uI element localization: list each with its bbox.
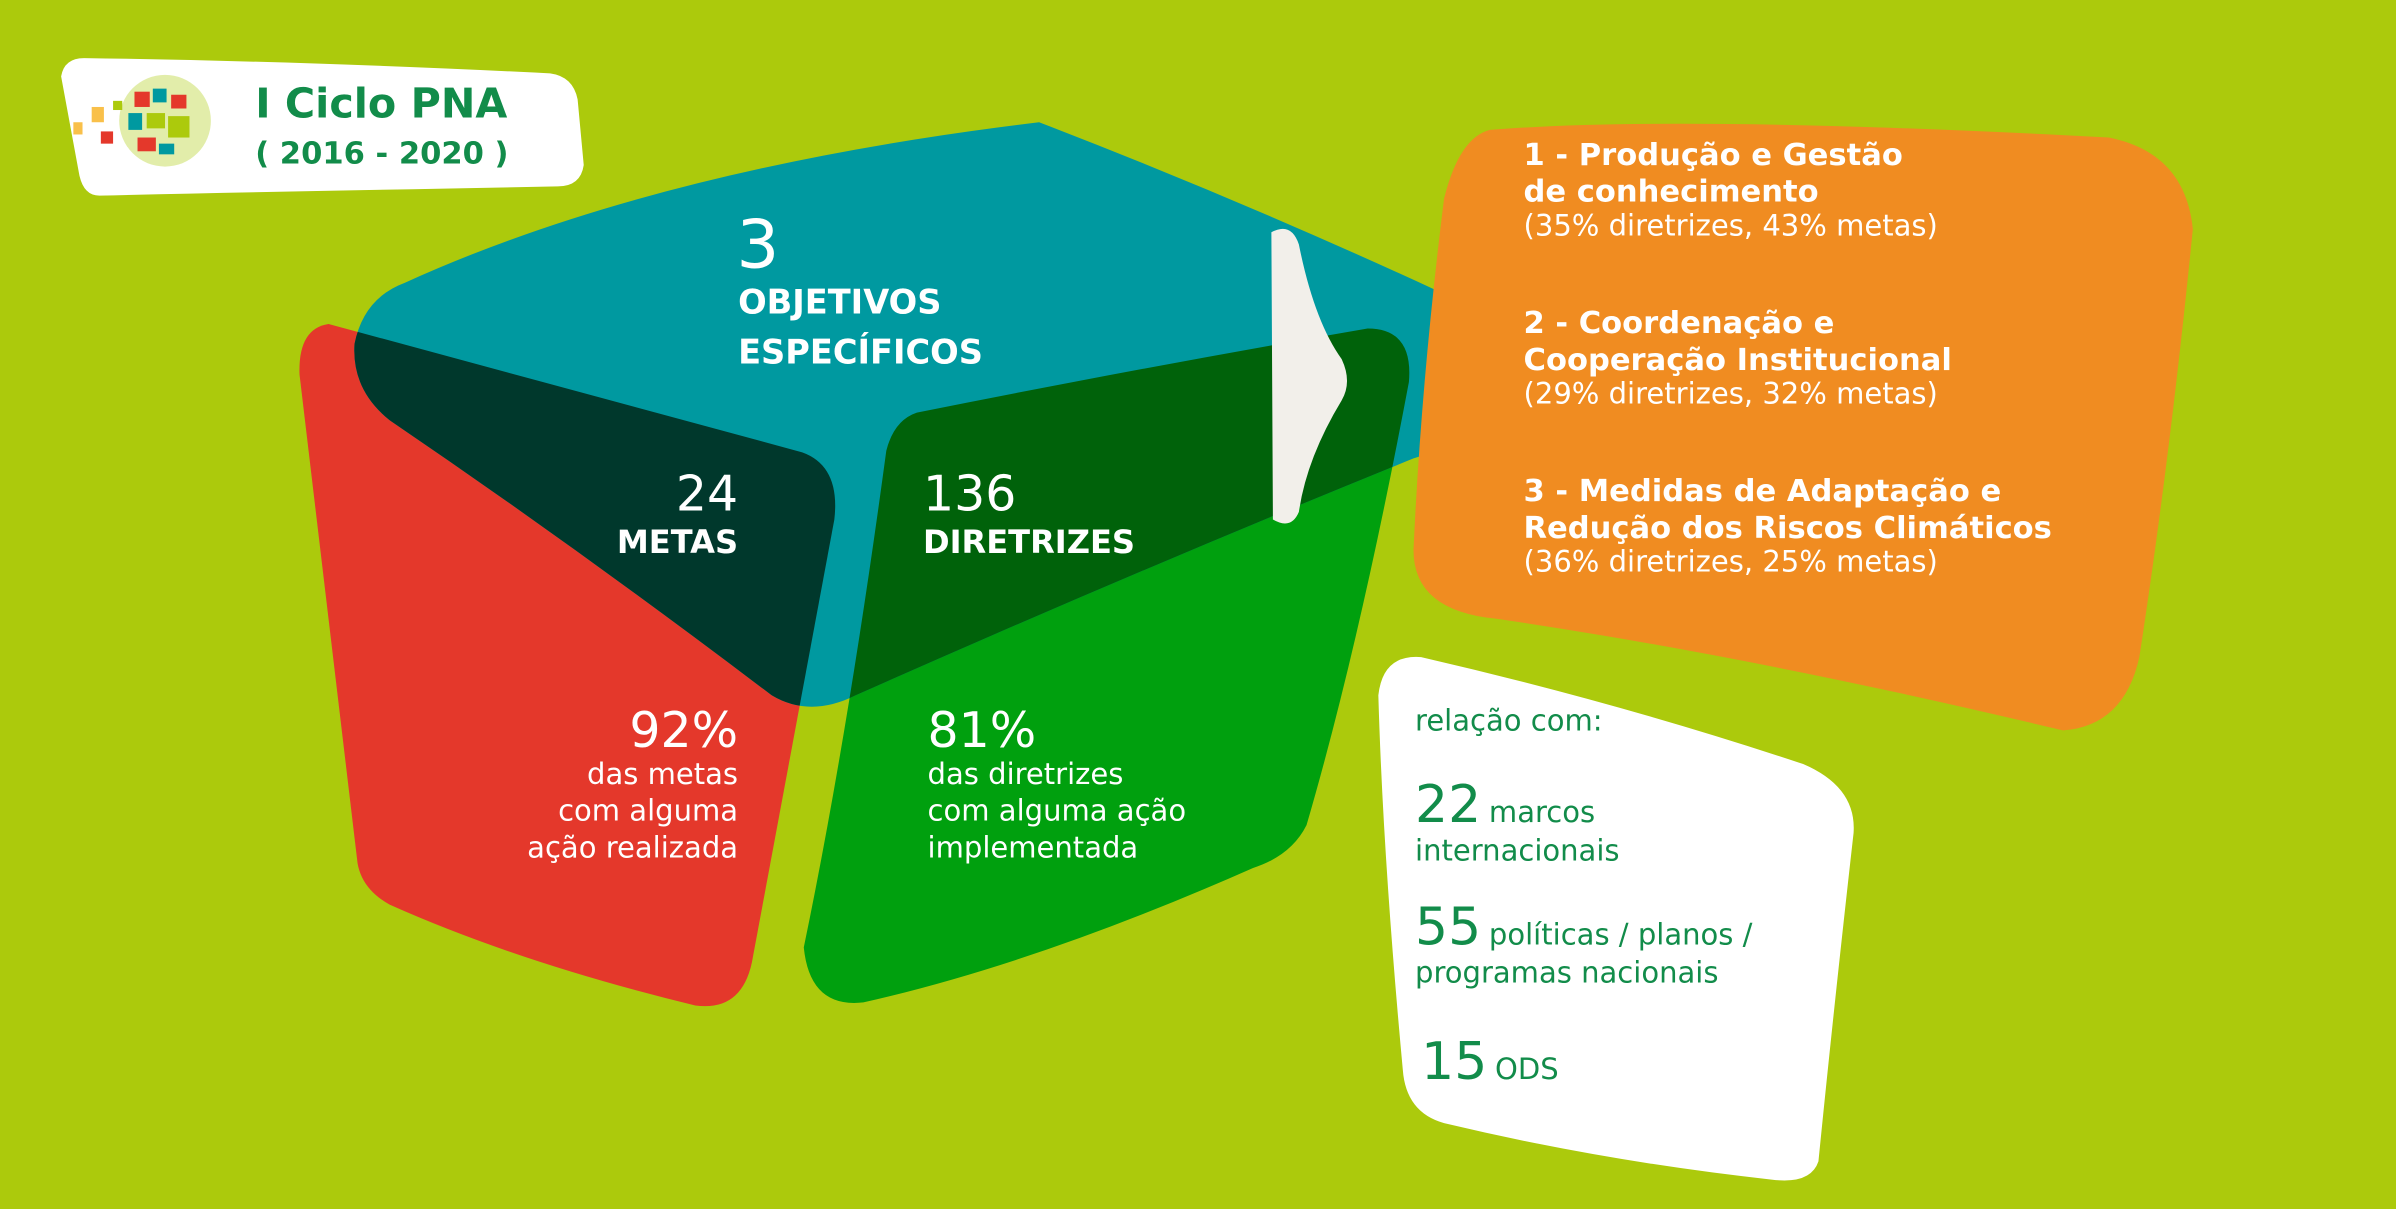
relacao-item-3: 15 ODS [1421,1031,1559,1093]
arrow-icon [1271,228,1348,524]
eixos-shape [1413,123,2193,731]
relacao-3-label: ODS [1495,1052,1559,1087]
eixo-2: 2 - Coordenação e Cooperação Institucion… [1523,304,1952,412]
relacao-3-number: 15 [1421,1031,1488,1093]
diretrizes-desc-2: com alguma ação [927,794,1187,829]
diretrizes-percent: 81% [927,701,1037,760]
metas-label: METAS [616,524,739,561]
eixo-1: 1 - Produção e Gestão de conhecimento (3… [1523,136,1938,244]
eixo-2-title-1: 2 - Coordenação e [1523,304,1835,341]
metas-desc-3: ação realizada [527,831,739,865]
eixo-1-detail: (35% diretrizes, 43% metas) [1523,208,1938,243]
relacao-heading: relação com: [1415,704,1603,739]
relacao-1-number: 22 [1415,774,1482,836]
logo-badge [61,58,584,196]
objetivos-number: 3 [736,206,780,285]
eixo-3: 3 - Medidas de Adaptação e Redução dos R… [1523,472,2052,580]
objetivos-label-1: OBJETIVOS [738,284,942,323]
eixo-1-title-1: 1 - Produção e Gestão [1523,136,1903,173]
eixo-1-title-2: de conhecimento [1523,172,1819,210]
metas-number: 24 [675,464,739,523]
relacao-2-label-1: políticas / planos / [1488,918,1753,953]
relacao-1-label-1: marcos [1488,796,1596,830]
metas-percent: 92% [629,701,739,760]
objetivos-label-2: ESPECÍFICOS [738,334,983,373]
eixo-3-title-1: 3 - Medidas de Adaptação e [1523,472,2002,509]
eixo-2-title-2: Cooperação Institucional [1523,340,1952,378]
relacao-2-label-2: programas nacionais [1415,956,1719,991]
relacao-2-number: 55 [1415,896,1482,959]
diretrizes-number: 136 [922,464,1017,523]
relacao-shape [1378,656,1854,1181]
eixo-3-detail: (36% diretrizes, 25% metas) [1523,545,1938,579]
relacao-item-2: 55 políticas / planos / programas nacion… [1415,896,1753,992]
diretrizes-desc-1: das diretrizes [927,757,1124,792]
diretrizes-label: DIRETRIZES [922,524,1136,561]
relacao-item-1: 22 marcos internacionais [1415,774,1620,869]
diretrizes-desc-3: implementada [927,831,1139,865]
logo-period: ( 2016 - 2020 ) [255,134,509,172]
metas-desc-2: com alguma [558,794,739,829]
eixo-3-title-2: Redução dos Riscos Climáticos [1523,508,2052,546]
globe-logo-icon [73,74,211,167]
eixo-2-detail: (29% diretrizes, 32% metas) [1523,376,1938,411]
metas-desc-1: das metas [587,757,739,792]
relacao-1-label-2: internacionais [1415,834,1620,869]
logo-title: I Ciclo PNA [255,80,508,129]
